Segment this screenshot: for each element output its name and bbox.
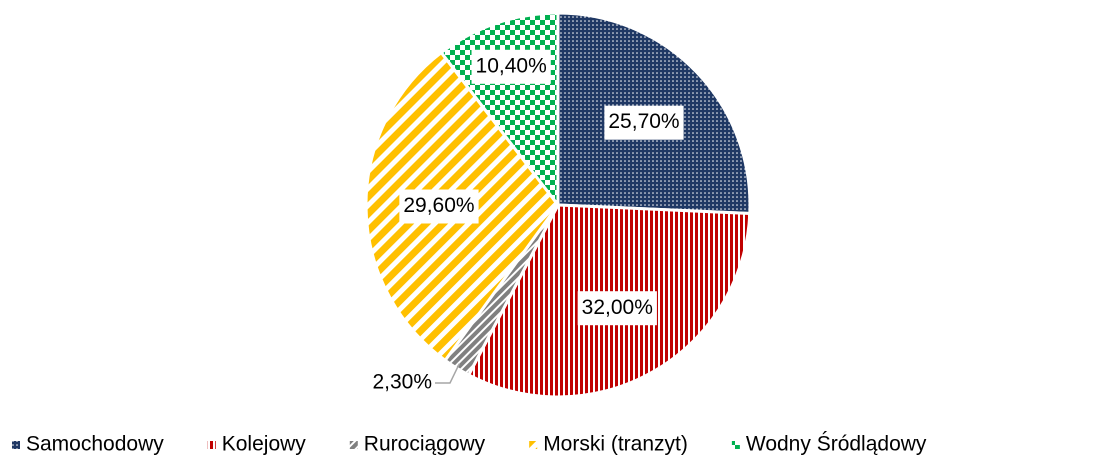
data-label-bg — [577, 291, 657, 326]
legend-label: Kolejowy — [222, 433, 307, 456]
legend-marker — [12, 441, 20, 449]
data-label: 32,00% — [582, 296, 653, 319]
data-label-bg — [604, 105, 684, 140]
legend-label: Rurociągowy — [364, 433, 486, 456]
legend-label: Samochodowy — [26, 433, 164, 456]
legend-marker — [349, 441, 358, 449]
legend-label: Morski (tranzyt) — [543, 433, 688, 456]
data-label: 10,40% — [476, 54, 547, 77]
data-label: 29,60% — [403, 194, 474, 217]
legend-label: Wodny Śródlądowy — [746, 432, 927, 456]
legend-marker — [529, 441, 538, 449]
data-label: 25,70% — [608, 110, 679, 133]
leader-line — [435, 363, 460, 384]
legend-marker — [731, 441, 740, 449]
legend-marker — [207, 441, 216, 449]
data-label-bg — [471, 49, 551, 84]
data-label-bg — [399, 189, 479, 224]
data-label: 2,30% — [372, 371, 432, 394]
